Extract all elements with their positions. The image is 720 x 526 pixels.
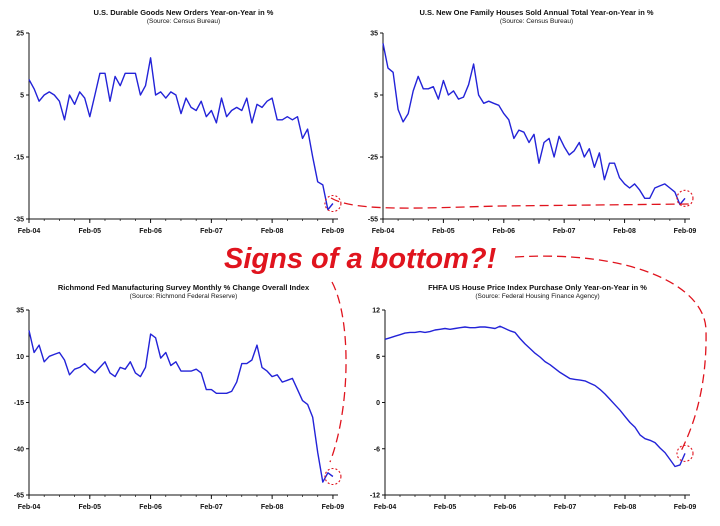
annotation-arc-top xyxy=(330,197,691,209)
durable-goods-chart: U.S. Durable Goods New Orders Year-on-Ye… xyxy=(14,8,344,235)
richmond-fed-ytick-label: -15 xyxy=(14,400,24,407)
fhfa-hpi-xtick-label: Feb-09 xyxy=(674,504,697,511)
annotation-layer: Signs of a bottom?! xyxy=(224,197,707,463)
fhfa-hpi-chart: FHFA US House Price Index Purchase Only … xyxy=(370,283,697,511)
richmond-fed-ytick-label: -40 xyxy=(14,446,24,453)
fhfa-hpi-ytick-label: 0 xyxy=(376,400,380,407)
fhfa-hpi-xtick-label: Feb-08 xyxy=(614,504,637,511)
richmond-fed-latest-circle xyxy=(324,467,342,486)
durable-goods-ytick-label: 5 xyxy=(20,93,24,100)
fhfa-hpi-xtick-label: Feb-06 xyxy=(494,504,517,511)
fhfa-hpi-title: FHFA US House Price Index Purchase Only … xyxy=(428,283,647,292)
fhfa-hpi-series-line xyxy=(384,325,686,468)
richmond-fed-xtick-label: Feb-07 xyxy=(200,504,223,511)
richmond-fed-xtick-label: Feb-06 xyxy=(139,504,162,511)
durable-goods-xtick-label: Feb-09 xyxy=(322,228,345,235)
annotation-arc-bottom-left xyxy=(329,281,347,463)
durable-goods-subtitle: (Source: Census Bureau) xyxy=(147,18,220,25)
new-homes-ytick-label: 35 xyxy=(370,31,378,38)
fhfa-hpi-ytick-label: 12 xyxy=(372,308,380,315)
new-homes-title: U.S. New One Family Houses Sold Annual T… xyxy=(419,8,653,17)
fhfa-hpi-subtitle: (Source: Federal Housing Finance Agency) xyxy=(475,293,599,300)
richmond-fed-title: Richmond Fed Manufacturing Survey Monthl… xyxy=(58,283,310,292)
durable-goods-title: U.S. Durable Goods New Orders Year-on-Ye… xyxy=(94,8,274,17)
durable-goods-series-line xyxy=(28,57,334,211)
richmond-fed-xtick-label: Feb-04 xyxy=(18,504,41,511)
fhfa-hpi-xtick-label: Feb-04 xyxy=(374,504,397,511)
richmond-fed-ytick-label: 35 xyxy=(16,308,24,315)
new-homes-ytick-label: -55 xyxy=(368,217,378,224)
new-homes-latest-circle xyxy=(676,189,694,207)
richmond-fed-xtick-label: Feb-09 xyxy=(322,504,345,511)
durable-goods-ytick-label: -35 xyxy=(14,217,24,224)
new-homes-chart: U.S. New One Family Houses Sold Annual T… xyxy=(368,8,696,235)
durable-goods-xtick-label: Feb-08 xyxy=(261,228,284,235)
fhfa-hpi-ytick-label: -12 xyxy=(370,493,380,500)
new-homes-xtick-label: Feb-04 xyxy=(372,228,395,235)
durable-goods-ytick-label: 25 xyxy=(16,31,24,38)
richmond-fed-series-line xyxy=(28,330,334,483)
richmond-fed-xtick-label: Feb-05 xyxy=(79,504,102,511)
durable-goods-latest-circle xyxy=(324,194,342,213)
new-homes-xtick-label: Feb-08 xyxy=(613,228,636,235)
richmond-fed-subtitle: (Source: Richmond Federal Reserve) xyxy=(130,293,238,300)
durable-goods-xtick-label: Feb-05 xyxy=(79,228,102,235)
richmond-fed-xtick-label: Feb-08 xyxy=(261,504,284,511)
new-homes-xtick-label: Feb-07 xyxy=(553,228,576,235)
new-homes-ytick-label: 5 xyxy=(374,93,378,100)
fhfa-hpi-latest-circle xyxy=(676,444,694,462)
richmond-fed-chart: Richmond Fed Manufacturing Survey Monthl… xyxy=(14,283,344,511)
new-homes-ytick-label: -25 xyxy=(368,155,378,162)
richmond-fed-ytick-label: -65 xyxy=(14,493,24,500)
durable-goods-xtick-label: Feb-06 xyxy=(139,228,162,235)
new-homes-xtick-label: Feb-09 xyxy=(674,228,697,235)
fhfa-hpi-ytick-label: -6 xyxy=(374,446,380,453)
durable-goods-xtick-label: Feb-07 xyxy=(200,228,223,235)
fhfa-hpi-xtick-label: Feb-05 xyxy=(434,504,457,511)
new-homes-xtick-label: Feb-05 xyxy=(432,228,455,235)
new-homes-series-line xyxy=(382,43,686,206)
durable-goods-ytick-label: -15 xyxy=(14,155,24,162)
durable-goods-xtick-label: Feb-04 xyxy=(18,228,41,235)
new-homes-subtitle: (Source: Census Bureau) xyxy=(500,18,573,25)
annotation-text: Signs of a bottom?! xyxy=(224,243,497,275)
fhfa-hpi-xtick-label: Feb-07 xyxy=(554,504,577,511)
fhfa-hpi-ytick-label: 6 xyxy=(376,354,380,361)
new-homes-xtick-label: Feb-06 xyxy=(493,228,516,235)
annotation-arc-bottom-right xyxy=(514,255,707,454)
richmond-fed-ytick-label: 10 xyxy=(16,354,24,361)
